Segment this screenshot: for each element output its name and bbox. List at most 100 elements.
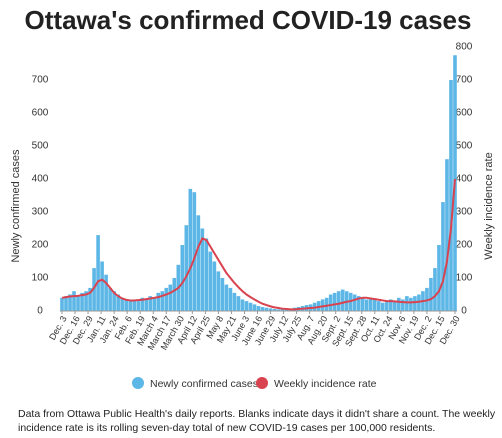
legend-label: Newly confirmed cases [150,378,258,390]
bar [260,307,265,311]
bar [224,284,229,311]
bar [228,287,233,311]
bar [272,309,277,311]
bar [152,297,157,311]
bar [212,261,217,311]
y2-tick-label: 100 [456,273,473,284]
bar [409,297,413,311]
bar [276,309,281,311]
y-tick-label: 600 [32,108,49,119]
bar [184,225,189,311]
y-tick-label: 400 [32,174,49,185]
bar [256,306,261,311]
y2-tick-label: 0 [461,306,467,317]
y-tick-label: 300 [32,207,49,218]
bar [397,297,401,311]
bar [136,301,140,311]
bar [340,289,345,311]
bar [116,294,120,311]
bar [80,292,84,311]
y-tick-label: 0 [37,306,43,317]
bar [429,278,433,311]
legend-swatch [132,377,144,389]
bar [437,245,441,311]
bar [172,278,177,311]
bar [441,202,445,311]
bar [244,301,249,311]
bar [356,296,361,311]
bar [389,299,393,311]
bar [393,301,397,311]
bar [100,261,104,311]
line [61,178,456,311]
bar [328,294,333,311]
bar [252,304,257,311]
bar [320,299,325,311]
bar [124,299,128,311]
bar [208,251,213,311]
bar [268,308,273,311]
bar [280,309,285,311]
bar [112,291,116,311]
legend-swatch [256,377,268,389]
bar [236,296,241,311]
bar [128,301,132,311]
bar [232,292,237,311]
legend-label: Weekly incidence rate [274,378,377,390]
bar [68,294,72,311]
bar [200,228,205,311]
chart-title: Ottawa's confirmed COVID-19 cases [25,5,472,35]
bar [108,287,112,311]
bar [88,287,92,311]
bar [164,287,169,311]
bar [372,299,377,311]
chart: Ottawa's confirmed COVID-19 cases Newly … [10,5,495,390]
bar [364,299,369,311]
bar [144,299,149,311]
y2-tick-label: 600 [456,108,473,119]
bar [188,188,193,311]
y2-tick-label: 500 [456,141,473,152]
bar [332,292,337,311]
y-tick-label: 200 [32,240,49,251]
y-tick-label: 100 [32,273,49,284]
bar [72,291,76,311]
bar [120,297,124,311]
bar [264,307,269,311]
bar [413,296,417,311]
bar [360,297,365,311]
bar [216,271,221,311]
bar [377,301,381,311]
bar [148,296,153,311]
bar [204,238,209,311]
bar [168,284,173,311]
bar [160,291,165,311]
bar [220,278,225,311]
y-axis-title: Newly confirmed cases [10,149,22,263]
bar [433,268,437,311]
bar [405,296,409,311]
y2-tick-label: 200 [456,240,473,251]
footnote: Data from Ottawa Public Health's daily r… [18,408,496,434]
bar [381,302,385,311]
bar [104,274,108,311]
bar [76,296,80,311]
bar [324,297,329,311]
bar [401,299,405,311]
bar [96,235,100,311]
bar [240,299,245,311]
bar [92,268,96,311]
y2-tick-label: 700 [456,75,473,86]
bar [60,297,64,311]
y-tick-label: 700 [32,75,49,86]
y2-tick-label: 400 [456,174,473,185]
bar [180,245,185,311]
bar [449,80,453,311]
bar [140,297,145,311]
bar [192,192,197,311]
y2-tick-label: 300 [456,207,473,218]
bar [156,292,161,311]
bar [248,302,253,311]
bar [385,301,389,311]
